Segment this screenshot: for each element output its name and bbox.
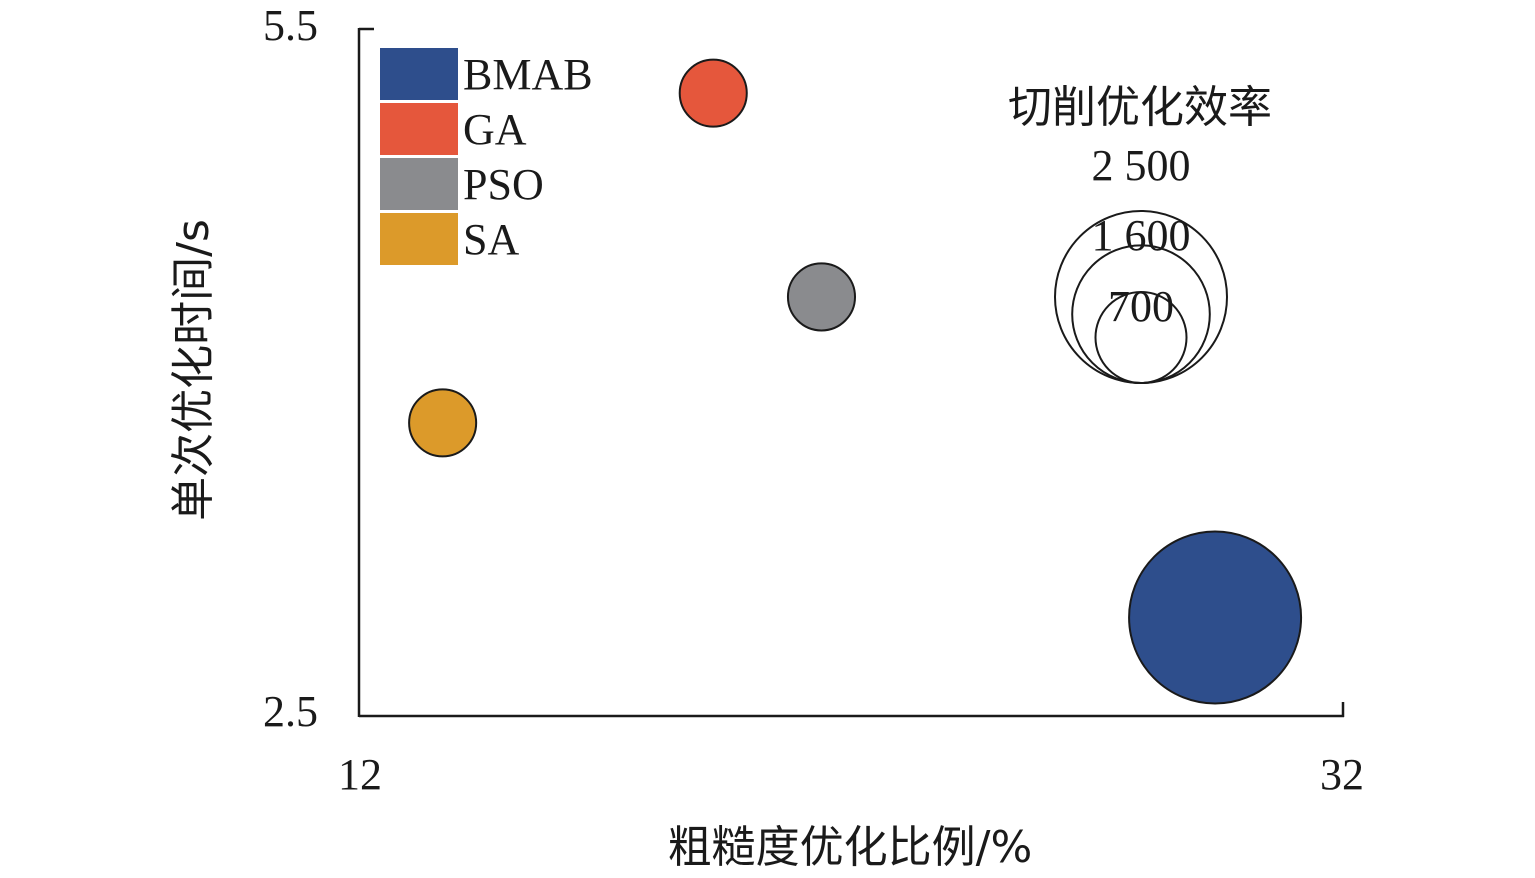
legend-swatch-bmab xyxy=(380,48,458,100)
x-axis-title: 粗糙度优化比例/% xyxy=(668,822,1033,873)
size-legend-label-1: 1 600 xyxy=(1092,211,1191,260)
size-legend-circle-700 xyxy=(1094,290,1188,384)
size-legend-label-0: 2 500 xyxy=(1092,141,1191,190)
y-axis-title: 单次优化时间/s xyxy=(168,219,219,521)
x-tick-label-right: 32 xyxy=(1320,750,1364,799)
size-legend-label-2: 700 xyxy=(1108,282,1174,331)
legend-swatch-ga xyxy=(380,103,458,155)
y-tick-label-top: 5.5 xyxy=(263,1,318,50)
legend-label-ga: GA xyxy=(463,105,527,154)
legend-swatch-sa xyxy=(380,213,458,265)
bubbles-group xyxy=(408,58,1303,705)
bubble-bmab xyxy=(1128,530,1303,705)
legend-label-sa: SA xyxy=(463,215,519,264)
x-tick-label-left: 12 xyxy=(338,750,382,799)
legend-label-pso: PSO xyxy=(463,160,544,209)
legend: BMAB GA PSO SA xyxy=(380,48,593,265)
legend-label-bmab: BMAB xyxy=(463,50,593,99)
bubble-pso xyxy=(786,262,857,332)
y-tick-label-bottom: 2.5 xyxy=(263,687,318,736)
bubble-sa xyxy=(408,388,478,458)
bubble-ga xyxy=(678,58,748,128)
size-legend-title: 切削优化效率 xyxy=(1008,82,1272,133)
legend-swatch-pso xyxy=(380,158,458,210)
size-legend: 切削优化效率 2 500 1 600 700 xyxy=(1008,82,1272,385)
